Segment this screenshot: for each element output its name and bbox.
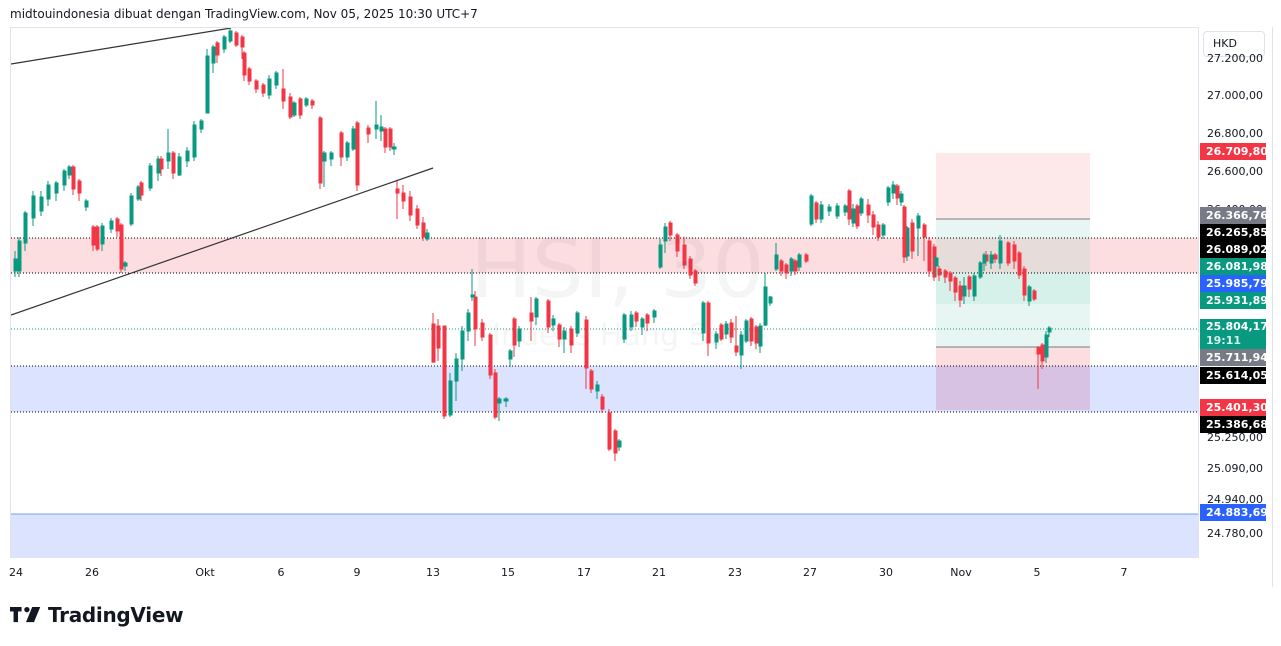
time-tick: 5 xyxy=(1033,566,1041,579)
target-label-2: 25.931,89 xyxy=(1200,292,1268,309)
price-tick: 25.250,00 xyxy=(1207,431,1263,444)
lower-trendline[interactable] xyxy=(11,167,434,316)
stop-loss-label: 26.709,80 xyxy=(1200,143,1268,160)
price-tick: 26.800,00 xyxy=(1207,127,1263,140)
blue-zone-label: 24.883,69 xyxy=(1200,504,1268,521)
price-tick: 24.780,00 xyxy=(1207,527,1263,540)
time-tick: 26 xyxy=(85,566,99,579)
candlestick-chart[interactable] xyxy=(11,28,1199,558)
blue-line-label: 25.985,79 xyxy=(1200,275,1268,292)
time-tick: Okt xyxy=(195,566,215,579)
lower-support-zone[interactable] xyxy=(11,514,1199,558)
chart-header-title: midtouindonesia dibuat dengan TradingVie… xyxy=(10,7,478,21)
stop-zone[interactable] xyxy=(936,153,1090,219)
price-axis[interactable] xyxy=(1198,27,1273,557)
time-axis[interactable]: 24 26 Okt 6 9 13 15 17 21 23 27 30 Nov 5… xyxy=(9,557,1198,586)
time-tick: 6 xyxy=(277,566,285,579)
time-tick: 30 xyxy=(879,566,893,579)
tradingview-logo[interactable]: TradingView xyxy=(10,603,184,627)
time-tick: 24 xyxy=(9,566,23,579)
time-tick: 7 xyxy=(1120,566,1128,579)
time-tick: 9 xyxy=(353,566,361,579)
last-price-label: 25.804,17 19:11 xyxy=(1200,319,1268,349)
time-tick: 23 xyxy=(728,566,742,579)
position-entry-label-2: 25.711,94 xyxy=(1200,349,1268,366)
stop-label-2: 25.401,30 xyxy=(1200,399,1268,416)
price-tick: 25.090,00 xyxy=(1207,462,1263,475)
last-price-value: 25.804,17 xyxy=(1206,320,1268,333)
countdown-timer: 19:11 xyxy=(1206,334,1242,347)
target-label-1: 26.081,98 xyxy=(1200,258,1268,275)
position-entry-label: 26.366,76 xyxy=(1200,207,1268,224)
time-tick: 21 xyxy=(652,566,666,579)
support-bottom-label: 25.386,68 xyxy=(1200,416,1268,433)
time-tick: 17 xyxy=(577,566,591,579)
tradingview-logo-icon xyxy=(10,607,41,623)
resistance-bottom-label: 26.089,02 xyxy=(1200,241,1268,258)
currency-button[interactable]: HKD xyxy=(1203,31,1265,57)
time-tick: 13 xyxy=(426,566,440,579)
price-tick: 27.000,00 xyxy=(1207,89,1263,102)
time-tick: Nov xyxy=(950,566,972,579)
chart-pane[interactable] xyxy=(10,27,1199,558)
axis-border xyxy=(1272,27,1273,587)
resistance-top-label: 26.265,85 xyxy=(1200,224,1268,241)
price-tick: 26.600,00 xyxy=(1207,165,1263,178)
tradingview-brand-text: TradingView xyxy=(48,603,184,627)
time-tick: 27 xyxy=(803,566,817,579)
candles xyxy=(13,29,1052,461)
price-tick: 27.200,00 xyxy=(1207,52,1263,65)
price-tick: 24.940,00 xyxy=(1207,493,1263,506)
support-top-label: 25.614,05 xyxy=(1200,367,1268,384)
time-tick: 15 xyxy=(501,566,515,579)
upper-trendline[interactable] xyxy=(11,28,232,65)
